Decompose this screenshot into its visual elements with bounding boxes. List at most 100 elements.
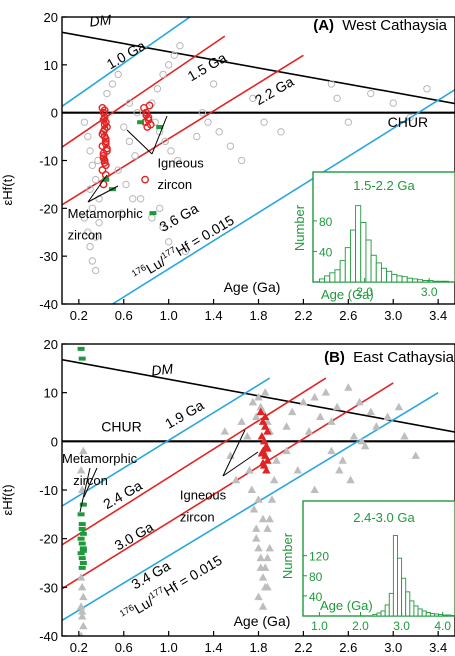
panel-a-igneous-zircon-point-26 bbox=[100, 106, 109, 115]
panel-b-background-data-point-15 bbox=[243, 431, 252, 440]
panel-b-metamorphic-zircon-point-4 bbox=[78, 522, 86, 527]
panel-b-line-label-0: 1.9 Ga bbox=[162, 397, 207, 432]
panel-b-inset-x-tick-label-2: 3.0 bbox=[393, 619, 410, 633]
panel-a-inset-y-axis-label: Number bbox=[292, 204, 307, 251]
panel-a-metamorphic-pointer-2 bbox=[87, 185, 119, 203]
panel-a-inset-bars bbox=[319, 205, 449, 283]
panel-a-background-data-point-50 bbox=[333, 94, 341, 103]
panel-b-x-tick-label-0: 0.2 bbox=[70, 640, 88, 655]
panel-b-line-labels: 1.9 Ga2.4 Ga3.0 Ga3.4 GaDMCHURMetamorphi… bbox=[62, 360, 227, 592]
panel-b: 0.2 0.6 1.0 1.4 1.8 2.2 2.6 3.0 3.4 20 10 0 -10 -20 -3… bbox=[0, 337, 455, 655]
panel-a-y-tick-label-1: 10 bbox=[44, 58, 58, 73]
panel-a-x-tick-label-8: 3.4 bbox=[429, 308, 447, 323]
panel-b-x-tick-label-2: 1.0 bbox=[160, 640, 178, 655]
panel-b-background-data-point-28 bbox=[272, 456, 281, 464]
panel-b-background-data-point-56 bbox=[344, 383, 353, 391]
panel-a-background-data-point-3 bbox=[88, 161, 97, 169]
panel-b-igneous-zircon-point-14 bbox=[263, 444, 272, 452]
panel-a-background-data-point-21 bbox=[129, 195, 137, 203]
panel-a-annotation-0: Igneous bbox=[157, 156, 204, 171]
panel-b-background-data-point-1 bbox=[78, 582, 87, 591]
panel-a-inset-bar-6 bbox=[349, 229, 357, 283]
panel-b-inset-title: 2.4-3.0 Ga bbox=[353, 510, 415, 525]
panel-a-x-tick-label-1: 0.6 bbox=[115, 308, 133, 323]
panel-b-background-data-point-3 bbox=[76, 602, 86, 610]
panel-a-background-data-point-47 bbox=[260, 118, 268, 126]
panel-b-metamorphic-zircon-point-12 bbox=[78, 565, 86, 570]
panel-b-y-tick-label-1: 10 bbox=[44, 386, 58, 401]
panel-b-annotation-3: zircon bbox=[180, 510, 215, 525]
panel-a-y-tick-label-6: -40 bbox=[39, 297, 58, 312]
panel-b-line-label-5: CHUR bbox=[101, 419, 141, 435]
panel-b-inset-bar-12 bbox=[421, 610, 427, 617]
panel-a-background-data-point-14 bbox=[91, 233, 100, 241]
panel-b-background-data-point-45 bbox=[258, 514, 268, 523]
panel-a-background-data-point-18 bbox=[131, 152, 139, 160]
panel-a-metamorphic-zircon-point-0 bbox=[102, 177, 110, 182]
panel-b-background-data-point-44 bbox=[254, 495, 263, 503]
panel-a-igneous-zircon-point-36 bbox=[141, 175, 149, 184]
panel-b-background-data-point-50 bbox=[304, 427, 314, 435]
panel-b-x-tick-label-8: 3.4 bbox=[429, 640, 447, 655]
panel-a-background-data-point-32 bbox=[161, 137, 170, 146]
panel-b-inset-frame bbox=[302, 500, 455, 617]
panel-a-background-data-point-58 bbox=[114, 70, 122, 79]
panel-a-inset-ticks: 2.0 3.0 80 40 bbox=[313, 215, 438, 299]
panel-a-inset-bar-4 bbox=[339, 260, 346, 283]
panel-a-inset-bar-11 bbox=[375, 262, 382, 283]
panel-a-y-tick-label-4: -20 bbox=[39, 201, 58, 216]
panel-a-background-data-point-13 bbox=[88, 204, 97, 213]
panel-a-background-data-point-33 bbox=[167, 147, 175, 155]
panel-b-y-tick-label-2: 0 bbox=[51, 434, 58, 449]
panel-b-x-tick-label-6: 2.6 bbox=[339, 640, 357, 655]
panel-a-background-data-point-36 bbox=[159, 223, 167, 232]
panel-b-y-tick-label-6: -40 bbox=[39, 629, 58, 644]
panel-a-igneous-pointer-2 bbox=[151, 115, 168, 155]
panel-a-inset-bar-8 bbox=[360, 221, 367, 283]
panel-b-background-data-point-18 bbox=[249, 504, 259, 513]
panel-b-background-data-point-65 bbox=[357, 436, 367, 445]
panel-b-annotation-1: zircon bbox=[73, 473, 108, 488]
panel-b-y-tick-label-4: -20 bbox=[39, 532, 58, 547]
panel-b-inset-bar-3 bbox=[384, 604, 390, 617]
panel-a-inset-bar-9 bbox=[365, 239, 372, 283]
panel-a-line-label-3: 3.6 Ga bbox=[157, 200, 202, 235]
panel-a-background-data-point-40 bbox=[204, 118, 212, 126]
panel-b-line-3 bbox=[62, 377, 327, 546]
panel-b-inset-bar-10 bbox=[413, 605, 419, 617]
panel-b-title-letter: (B) bbox=[324, 349, 345, 366]
panel-b-background-data-point-22 bbox=[258, 573, 268, 581]
panel-b-background-data-point-11 bbox=[220, 427, 230, 435]
panel-b-line-4 bbox=[62, 382, 394, 590]
panel-b-x-tick-label-4: 1.8 bbox=[249, 640, 267, 655]
panel-a-inset-x-tick-label-0: 2.0 bbox=[356, 285, 373, 299]
panel-a-metamorphic-zircon-point-3 bbox=[156, 125, 164, 130]
panel-b-x-tick-label-1: 0.6 bbox=[115, 640, 133, 655]
panel-a-inset-bar-15 bbox=[396, 275, 403, 283]
panel-b-background-data-point-25 bbox=[265, 514, 274, 523]
panel-b-line-2 bbox=[62, 377, 271, 507]
panel-b-background-data-point-43 bbox=[263, 582, 272, 591]
panel-b-metamorphic-zircon-point-10 bbox=[78, 556, 86, 561]
panel-a-line-5 bbox=[112, 88, 455, 304]
panel-a-background-data-point-19 bbox=[114, 166, 122, 174]
panel-b-inset-bar-6 bbox=[397, 557, 403, 617]
panel-a-inset-x-axis-label: Age (Ga) bbox=[321, 287, 374, 302]
panel-b-background-data-point-17 bbox=[247, 485, 256, 493]
panel-b-title: (B) East Cathaysia bbox=[324, 349, 455, 366]
panel-a-background-data-point-23 bbox=[133, 108, 141, 117]
panel-b-background-data-point-13 bbox=[231, 475, 241, 484]
panel-b-inset-bar-7 bbox=[401, 577, 407, 617]
panel-b-inset-bar-13 bbox=[425, 612, 431, 617]
panel-b-background-data-point-68 bbox=[394, 402, 404, 411]
panel-b-inset-x-axis-label: Age (Ga) bbox=[320, 598, 373, 613]
panel-b-background-data-point-51 bbox=[310, 393, 319, 401]
panel-a-background-data-point-44 bbox=[226, 142, 235, 150]
panel-a-x-tick-label-5: 2.2 bbox=[294, 308, 312, 323]
panel-a-inset-bar-10 bbox=[370, 254, 377, 283]
panel-b-background-data-point-69 bbox=[400, 431, 409, 440]
panel-b-metamorphic-zircon-point-5 bbox=[79, 531, 87, 536]
panel-b-metamorphic-zircon-point-13 bbox=[78, 526, 86, 531]
panel-b-title-text: East Cathaysia bbox=[353, 349, 455, 366]
panel-b-metamorphic-zircon-point-8 bbox=[79, 546, 87, 551]
